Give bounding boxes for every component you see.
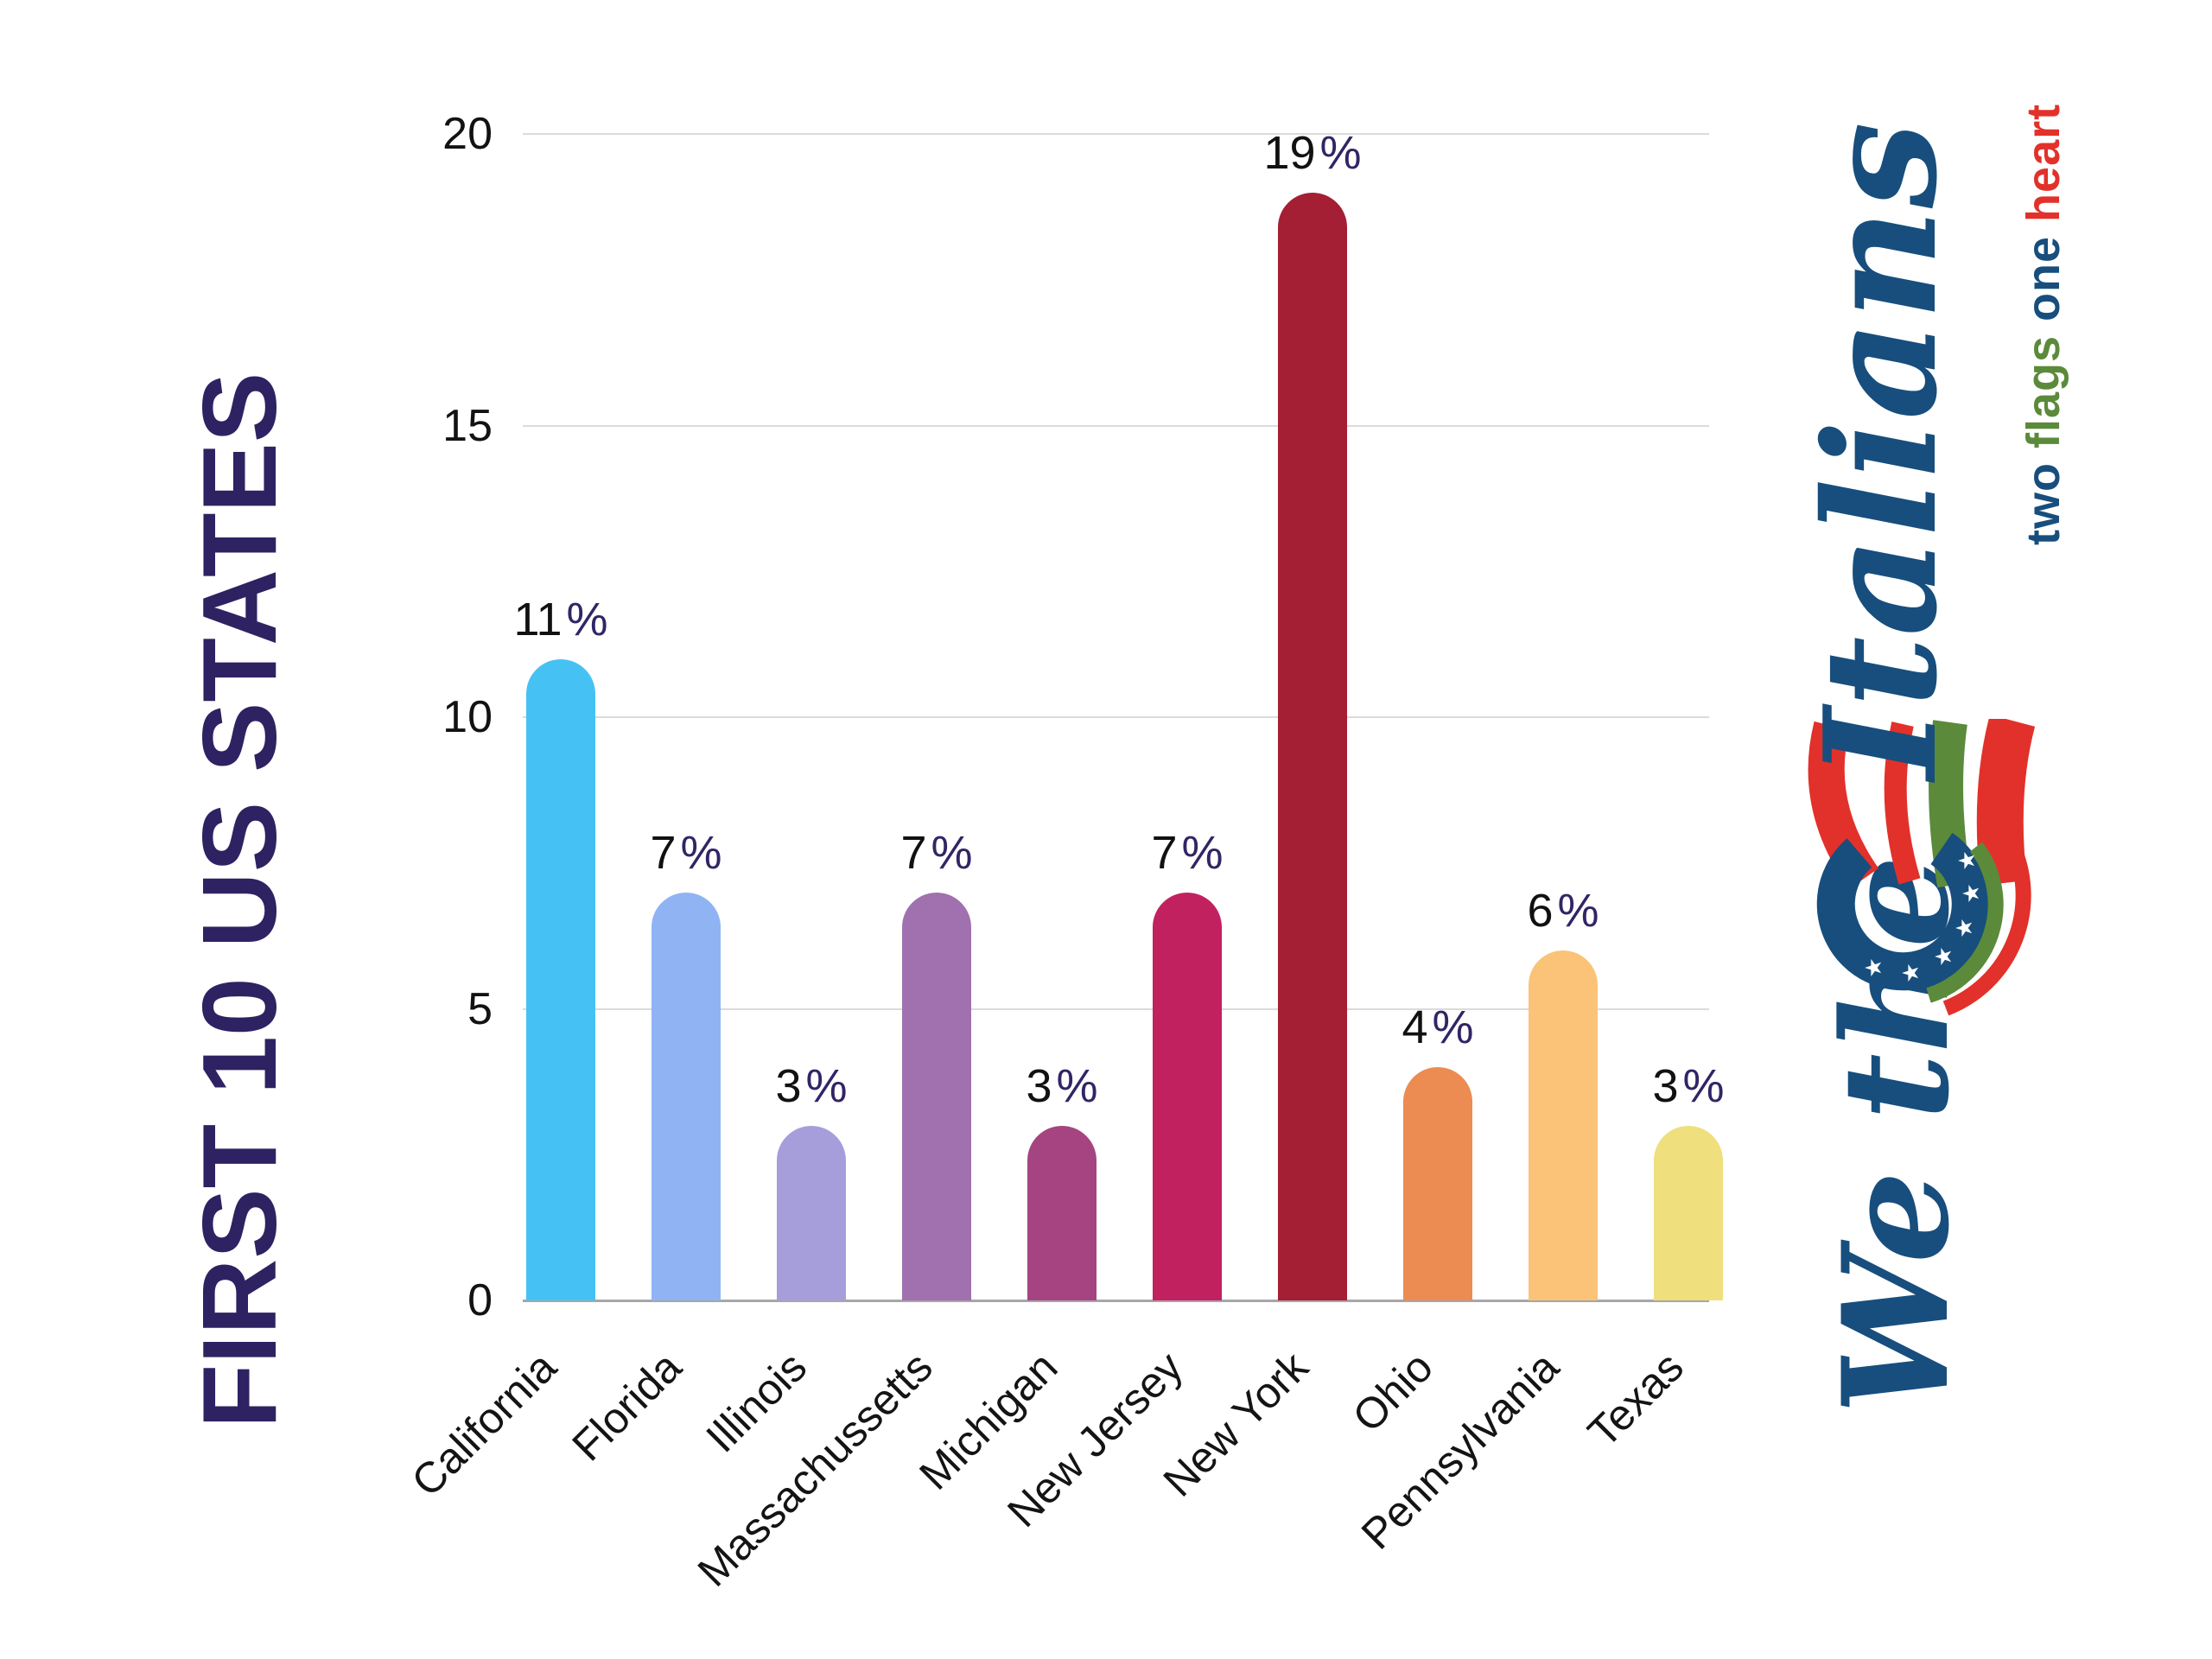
bar-new-york [1278, 192, 1347, 1300]
tagline-word-one: one [2018, 235, 2069, 321]
percent-sign: % [1056, 1059, 1098, 1112]
bar-ohio [1403, 1067, 1472, 1300]
logo-text-italians: Italians [1790, 121, 1971, 779]
we-the-italians-logo: We the ★ ★ ★ ★ ★ ★ Italians twoflagsoneh… [1790, 104, 2119, 1414]
value-label-pennsylvania: 6% [1433, 885, 1693, 937]
bar-california [526, 658, 595, 1300]
value-label-california: 11% [431, 594, 690, 645]
value-label-texas: 3% [1559, 1060, 1818, 1112]
value-label-ohio: 4% [1308, 1001, 1567, 1053]
bar-texas [1654, 1125, 1723, 1300]
x-axis-label-text: Massachussetts [688, 1342, 942, 1596]
value-number: 7 [650, 826, 677, 879]
svg-text:★: ★ [1860, 957, 1886, 977]
x-axis-label-text: California [402, 1342, 566, 1506]
bar-michigan [1027, 1125, 1096, 1300]
value-number: 3 [1652, 1059, 1679, 1112]
value-number: 7 [1151, 826, 1178, 879]
svg-text:★: ★ [1954, 850, 1980, 870]
logo-tagline: two flags one heart [2017, 104, 2070, 559]
value-number: 11 [513, 593, 563, 645]
value-number: 7 [900, 826, 927, 879]
gridline-15 [523, 424, 1709, 427]
percent-sign: % [805, 1059, 848, 1112]
flag-stars: ★ ★ ★ ★ ★ ★ [1860, 850, 1984, 982]
value-label-florida: 7% [556, 827, 816, 879]
bar-massachussetts [902, 892, 971, 1300]
y-axis-tick-label: 15 [442, 400, 493, 451]
x-axis-label-text: Florida [563, 1342, 691, 1471]
svg-text:★: ★ [1897, 963, 1923, 982]
svg-text:★: ★ [1951, 918, 1977, 938]
x-axis-label-text: Texas [1579, 1342, 1694, 1457]
svg-text:★: ★ [1930, 946, 1956, 966]
bar-illinois [777, 1125, 846, 1300]
percent-sign: % [931, 826, 973, 879]
value-label-new-jersey: 7% [1058, 827, 1317, 879]
percent-sign: % [1432, 1001, 1474, 1053]
y-axis-tick-label: 10 [442, 692, 493, 742]
gridline-5 [523, 1007, 1709, 1010]
percent-sign: % [1557, 885, 1599, 937]
value-label-massachussetts: 7% [807, 827, 1066, 879]
y-axis-tick-label: 0 [467, 1275, 493, 1325]
y-axis-tick-label: 20 [442, 109, 493, 159]
bar-new-jersey [1153, 892, 1222, 1300]
flag-blue-swirl [1816, 832, 1990, 991]
x-axis-label-text: Illinois [696, 1342, 817, 1462]
svg-text:★: ★ [1958, 883, 1984, 903]
value-label-michigan: 3% [932, 1060, 1192, 1112]
value-number: 4 [1402, 1001, 1428, 1053]
gridline-10 [523, 716, 1709, 718]
flag-red-arc [1942, 837, 2031, 1016]
value-number: 6 [1527, 885, 1554, 937]
value-number: 3 [775, 1059, 802, 1112]
percent-sign: % [1181, 826, 1224, 879]
flag-green-arc [1926, 842, 2004, 1003]
y-axis-tick-label: 5 [467, 983, 493, 1034]
value-label-new-york: 19% [1183, 127, 1442, 179]
flag-band-red-inner [1884, 721, 1921, 885]
bar-florida [652, 892, 721, 1300]
percent-sign: % [680, 826, 722, 879]
flag-band-red-big [1976, 719, 2036, 887]
value-label-illinois: 3% [682, 1060, 941, 1112]
x-axis-line [523, 1299, 1709, 1302]
value-number: 19 [1263, 126, 1316, 179]
us-italy-flag-icon: ★ ★ ★ ★ ★ ★ [1808, 719, 2036, 1016]
tagline-word-heart: heart [2018, 103, 2069, 222]
bar-pennsylvania [1529, 950, 1598, 1300]
tagline-word-flags: flags [2018, 334, 2069, 449]
x-axis-label-text: Ohio [1344, 1342, 1443, 1441]
percent-sign: % [1319, 126, 1362, 179]
tagline-word-two: two [2018, 462, 2069, 545]
value-number: 3 [1026, 1059, 1052, 1112]
percent-sign: % [1682, 1059, 1725, 1112]
percent-sign: % [566, 593, 608, 645]
gridline-20 [523, 133, 1709, 135]
